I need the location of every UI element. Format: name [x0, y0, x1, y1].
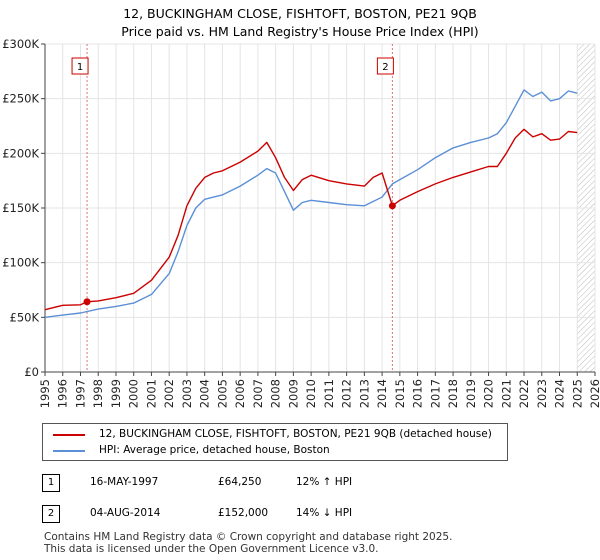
- legend-swatch-hpi: [53, 450, 85, 452]
- y-tick-label: £250K: [2, 92, 39, 106]
- x-tick-label: 2008: [269, 379, 283, 408]
- x-tick-label: 2021: [499, 379, 513, 408]
- legend-item-property: 12, BUCKINGHAM CLOSE, FISHTOFT, BOSTON, …: [43, 427, 507, 443]
- x-tick-label: 2010: [304, 379, 318, 408]
- x-tick-label: 1997: [73, 379, 87, 408]
- x-tick-label: 2023: [535, 379, 549, 408]
- x-tick-label: 2019: [464, 379, 478, 408]
- legend-label-property: 12, BUCKINGHAM CLOSE, FISHTOFT, BOSTON, …: [99, 428, 492, 440]
- x-tick-label: 2000: [127, 379, 141, 408]
- x-tick-label: 2020: [482, 379, 496, 408]
- x-tick-label: 2009: [286, 379, 300, 408]
- x-tick-label: 2006: [233, 379, 247, 408]
- sale-point: [83, 298, 91, 306]
- x-tick-label: 2017: [428, 379, 442, 408]
- sale-box: [71, 57, 89, 75]
- sale-row-2: 2 04-AUG-2014 £152,000 14% ↓ HPI: [42, 505, 562, 525]
- x-tick-label: 2002: [162, 379, 176, 408]
- x-tick-label: 2024: [553, 379, 567, 408]
- legend-swatch-property: [53, 434, 85, 436]
- x-tick-label: 1996: [56, 379, 70, 408]
- x-tick-label: 2001: [144, 379, 158, 408]
- x-tick-label: 2005: [215, 379, 229, 408]
- x-tick-label: 1998: [91, 379, 105, 408]
- x-tick-label: 1995: [38, 379, 52, 408]
- sale-box-label: 1: [77, 62, 83, 73]
- chart-legend: 12, BUCKINGHAM CLOSE, FISHTOFT, BOSTON, …: [42, 423, 508, 461]
- x-tick-label: 2018: [446, 379, 460, 408]
- sale-row-1: 1 16-MAY-1997 £64,250 12% ↑ HPI: [42, 474, 562, 494]
- series-line-hpi: [44, 89, 578, 318]
- y-tick-label: £0: [24, 365, 39, 379]
- sale-date: 16-MAY-1997: [90, 476, 159, 488]
- sale-hpi-delta: 14% ↓ HPI: [296, 507, 353, 519]
- x-tick-label: 2014: [375, 379, 389, 408]
- sale-date: 04-AUG-2014: [90, 507, 161, 519]
- y-tick-label: £100K: [2, 256, 39, 270]
- x-tick-label: 2012: [340, 379, 354, 408]
- x-tick-label: 2007: [251, 379, 265, 408]
- legend-label-hpi: HPI: Average price, detached house, Bost…: [99, 444, 330, 456]
- sale-box: [376, 57, 394, 75]
- series-line-property: [44, 128, 578, 311]
- x-tick-label: 2016: [411, 379, 425, 408]
- x-tick-label: 2003: [180, 379, 194, 408]
- sale-price: £152,000: [218, 507, 269, 519]
- sale-box-label: 2: [382, 62, 388, 73]
- x-tick-label: 2026: [588, 379, 600, 408]
- x-tick-label: 2004: [198, 379, 212, 408]
- chart-subtitle: Price paid vs. HM Land Registry's House …: [121, 24, 479, 39]
- sale-badge: 1: [42, 474, 60, 492]
- y-tick-label: £300K: [2, 37, 39, 51]
- footer-copyright: Contains HM Land Registry data © Crown c…: [44, 531, 453, 543]
- sale-badge: 2: [42, 505, 60, 523]
- x-tick-label: 2013: [357, 379, 371, 408]
- y-tick-label: £200K: [2, 146, 39, 160]
- x-tick-label: 1999: [109, 379, 123, 408]
- sale-point: [388, 202, 396, 210]
- x-tick-label: 2025: [570, 379, 584, 408]
- sale-hpi-delta: 12% ↑ HPI: [296, 476, 353, 488]
- x-tick-label: 2011: [322, 379, 336, 408]
- sale-price: £64,250: [218, 476, 262, 488]
- y-tick-label: £150K: [2, 201, 39, 215]
- legend-item-hpi: HPI: Average price, detached house, Bost…: [43, 443, 507, 459]
- y-tick-label: £50K: [10, 310, 40, 324]
- x-tick-label: 2015: [393, 379, 407, 408]
- x-tick-label: 2022: [517, 379, 531, 408]
- footer-licence: This data is licensed under the Open Gov…: [44, 543, 379, 555]
- chart-title: 12, BUCKINGHAM CLOSE, FISHTOFT, BOSTON, …: [123, 6, 477, 21]
